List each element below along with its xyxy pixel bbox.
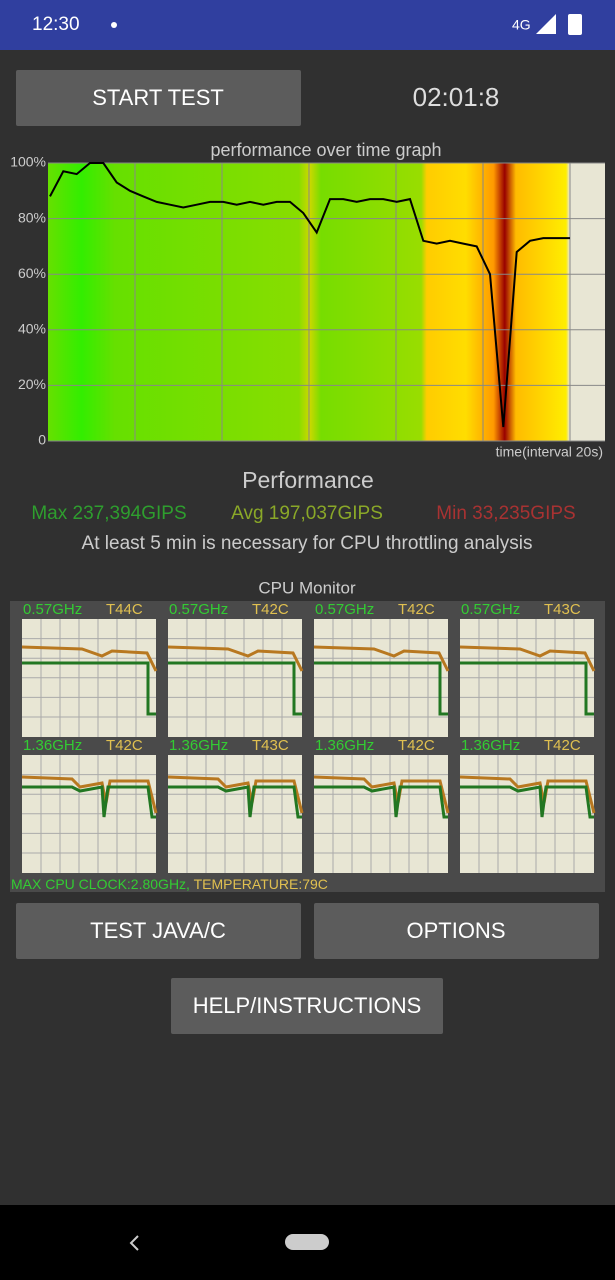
graph-area <box>48 163 605 441</box>
cpu-temp: T42C <box>398 737 435 754</box>
cpu-freq: 1.36GHz <box>23 737 82 754</box>
cpu-temp: T42C <box>106 737 143 754</box>
cpu-temp: T42C <box>398 601 435 618</box>
clock: 12:30 <box>32 14 80 35</box>
cpu-freq-line <box>22 661 156 716</box>
min-score: Min 33,235GIPS <box>436 503 575 524</box>
cpu-temp-line <box>21 645 158 672</box>
cpu-freq-line <box>314 661 448 716</box>
max-score: Max 237,394GIPS <box>31 503 186 524</box>
test-button-label[interactable]: TEST JAVA/C <box>90 918 226 943</box>
start-button[interactable] <box>16 70 301 126</box>
cpu-freq: 0.57GHz <box>461 601 520 618</box>
help-button-label[interactable]: HELP/INSTRUCTIONS <box>193 993 422 1018</box>
y-tick-label: 0 <box>38 432 46 448</box>
test-button[interactable] <box>16 903 301 959</box>
notification-dot <box>111 22 117 28</box>
performance-heading: Performance <box>242 467 374 493</box>
cpu-temp-line <box>313 775 450 814</box>
start-button-label[interactable]: START TEST <box>92 85 224 110</box>
y-tick-label: 60% <box>18 265 46 281</box>
cpu-freq: 1.36GHz <box>461 737 520 754</box>
cpu-freq: 1.36GHz <box>169 737 228 754</box>
cpu-freq: 1.36GHz <box>315 737 374 754</box>
cpu-temp: T42C <box>252 601 289 618</box>
battery-icon <box>568 14 582 35</box>
options-button-label[interactable]: OPTIONS <box>406 918 505 943</box>
cpu-freq-line <box>168 661 302 716</box>
status-bar <box>0 0 615 50</box>
cpu-freq: 0.57GHz <box>169 601 228 618</box>
graph-title: performance over time graph <box>210 140 441 160</box>
cpu-freq-line <box>168 785 302 819</box>
help-button[interactable] <box>171 978 443 1034</box>
y-tick-label: 100% <box>10 154 46 170</box>
back-button[interactable] <box>129 1235 139 1251</box>
cpu-temp: T44C <box>106 601 143 618</box>
x-axis-label: time(interval 20s) <box>496 444 603 460</box>
cpu-temp: T42C <box>544 737 581 754</box>
cpu-freq-line <box>460 661 594 716</box>
timer: 02:01:8 <box>413 82 500 112</box>
network: 4G <box>512 17 531 33</box>
avg-score: Avg 197,037GIPS <box>231 503 383 524</box>
home-button[interactable] <box>285 1234 329 1250</box>
graph-vgrid <box>134 163 571 441</box>
cpu-freq-line <box>314 785 448 819</box>
y-tick-label: 80% <box>18 209 46 225</box>
cpu-temp-line <box>167 775 304 814</box>
cpu-temp: T43C <box>252 737 289 754</box>
cpu-freq: 0.57GHz <box>23 601 82 618</box>
cpu-monitor-title: CPU Monitor <box>258 578 356 597</box>
cpu-temp-line <box>459 775 596 814</box>
y-tick-label: 40% <box>18 321 46 337</box>
temperature: TEMPERATURE:79C <box>194 876 328 892</box>
max-clock: MAX CPU CLOCK:2.80GHz, <box>11 876 190 892</box>
signal-icon <box>536 14 556 34</box>
cpu-temp-line <box>313 645 450 672</box>
cpu-freq-line <box>22 785 156 819</box>
cpu-temp: T43C <box>544 601 581 618</box>
note: At least 5 min is necessary for CPU thro… <box>82 533 533 554</box>
cpu-temp-line <box>459 645 596 672</box>
options-button[interactable] <box>314 903 599 959</box>
cpu-temp-line <box>21 775 158 814</box>
cpu-summary: MAX CPU CLOCK:2.80GHz, TEMPERATURE:79C <box>11 876 328 892</box>
cpu-temp-line <box>167 645 304 672</box>
cpu-freq-line <box>460 785 594 819</box>
cpu-freq: 0.57GHz <box>315 601 374 618</box>
y-tick-label: 20% <box>18 376 46 392</box>
performance-line <box>49 162 570 428</box>
